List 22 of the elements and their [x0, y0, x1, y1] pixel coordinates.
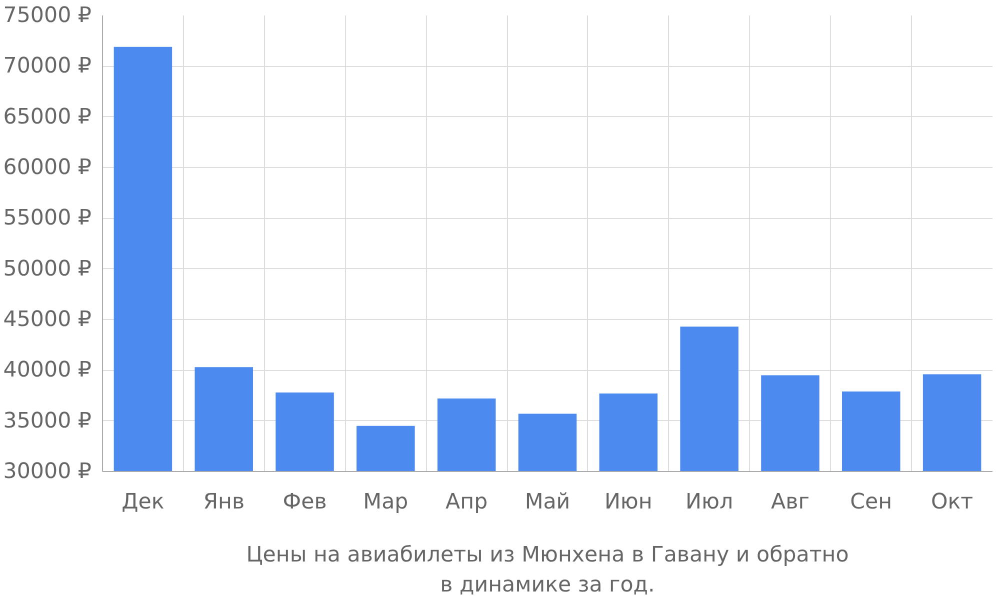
x-tick-label: Авг: [771, 490, 810, 514]
y-tick-label: 70000 ₽: [3, 54, 92, 79]
x-tick-label: Июн: [604, 490, 652, 514]
y-tick-label: 40000 ₽: [3, 358, 92, 383]
x-tick-label: Май: [524, 490, 570, 514]
x-tick-label: Окт: [931, 490, 974, 514]
y-tick-label: 45000 ₽: [3, 307, 92, 332]
x-tick-label: Мар: [363, 490, 408, 514]
x-tick-label: Июл: [686, 490, 734, 514]
x-tick-label: Янв: [203, 490, 245, 514]
x-tick-label: Фев: [282, 490, 327, 514]
y-tick-label: 75000 ₽: [3, 3, 92, 28]
x-tick-label: Сен: [850, 490, 892, 514]
y-tick-label: 30000 ₽: [3, 459, 92, 484]
x-axis-title: Цены на авиабилеты из Мюнхена в Гавану и обратно в динамике за год.: [246, 542, 849, 598]
y-tick-label: 60000 ₽: [3, 155, 92, 180]
y-tick-label: 35000 ₽: [3, 408, 92, 434]
x-tick-label: Дек: [122, 490, 164, 514]
y-tick-label: 50000 ₽: [3, 256, 92, 282]
y-tick-label: 55000 ₽: [3, 206, 92, 231]
y-tick-label: 65000 ₽: [3, 104, 92, 130]
x-tick-label: Апр: [446, 490, 488, 514]
